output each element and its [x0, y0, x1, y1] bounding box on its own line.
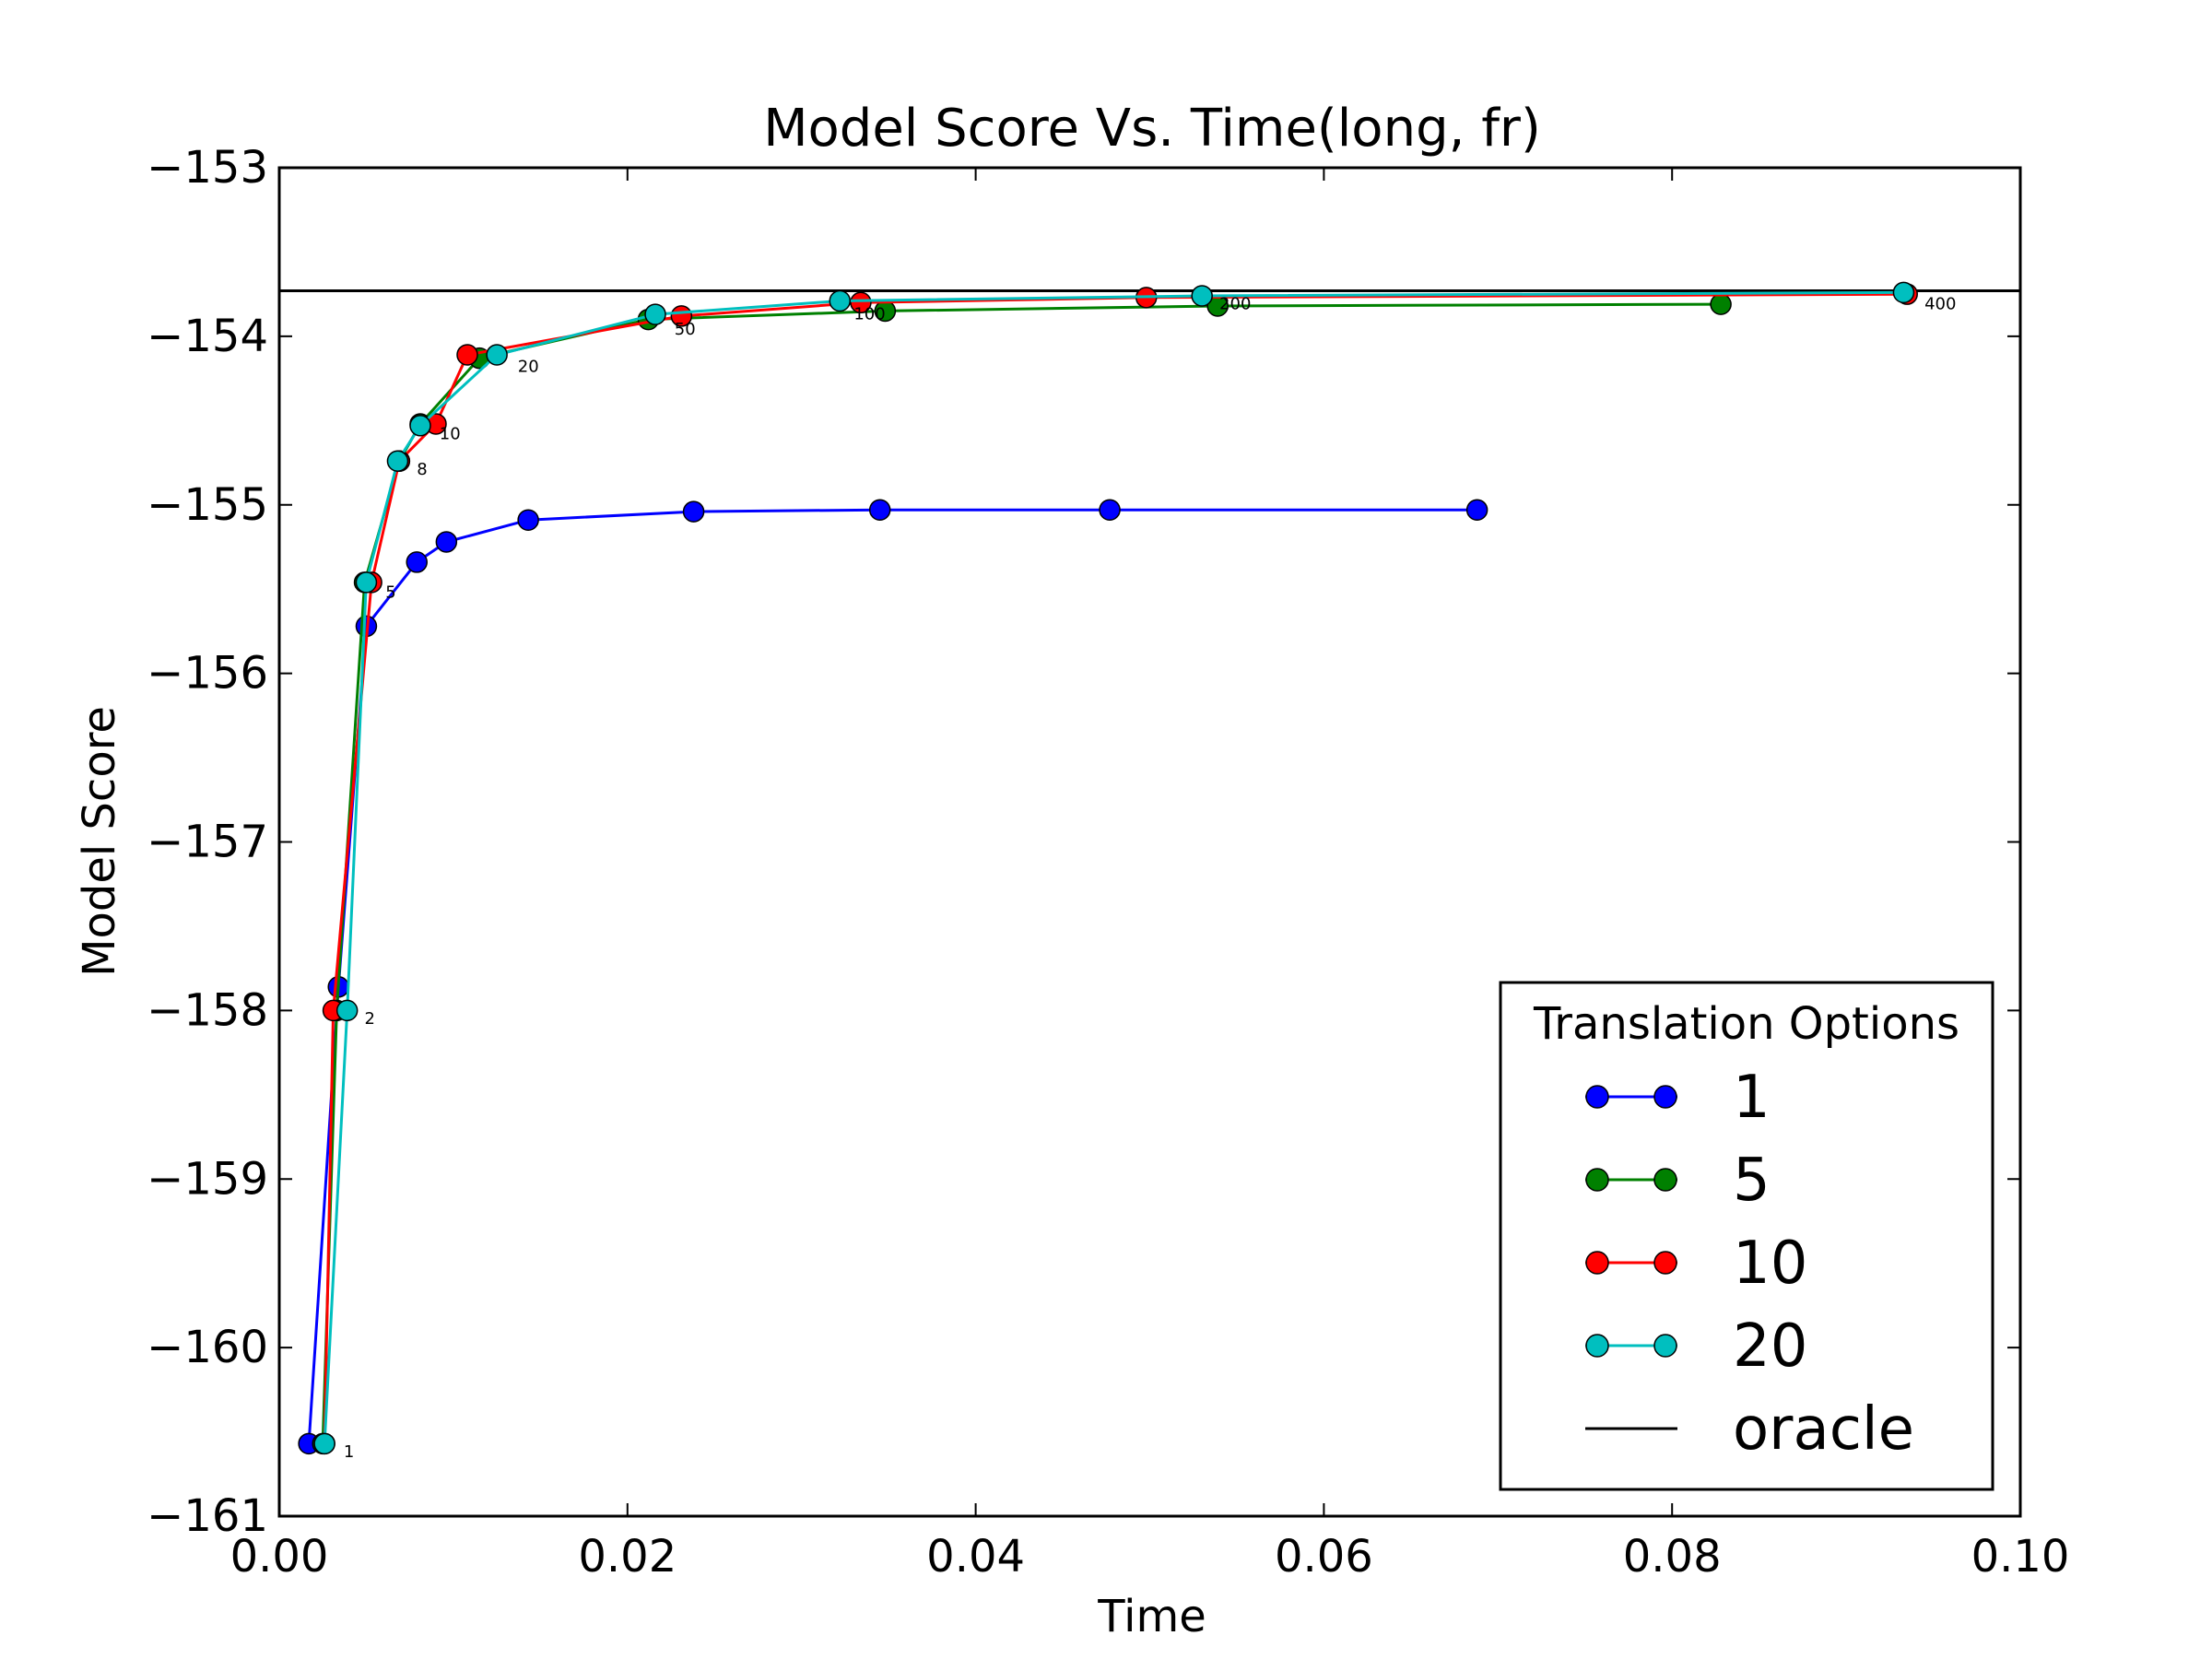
point-label: 200 — [1219, 295, 1251, 314]
series-20-point — [409, 415, 431, 437]
series-20-point — [644, 303, 666, 325]
x-tick-label: 0.04 — [926, 1531, 1025, 1583]
legend-marker-20 — [1653, 1334, 1677, 1358]
y-tick-label: −160 — [147, 1322, 268, 1373]
legend-label: 5 — [1733, 1147, 1771, 1215]
series-1-point — [868, 499, 891, 521]
point-label: 10 — [440, 424, 461, 443]
y-tick-label: −155 — [147, 479, 268, 531]
legend-marker-10 — [1653, 1251, 1677, 1275]
point-label: 50 — [675, 320, 696, 339]
legend-label: 10 — [1733, 1230, 1807, 1298]
x-tick-label: 0.10 — [1971, 1531, 2070, 1583]
series-1-point — [682, 500, 705, 523]
series-line-20 — [323, 290, 1904, 1444]
x-axis-title: Time — [1097, 1591, 1206, 1642]
chart-title: Model Score Vs. Time(long, fr) — [763, 99, 1541, 159]
legend-marker-1 — [1653, 1085, 1677, 1109]
plot-area: 1 2 5 8 10 20 50 100 200 400 — [279, 281, 2020, 1462]
series-line-10 — [323, 292, 1908, 1444]
legend-label: oracle — [1733, 1395, 1914, 1464]
series-1-point — [517, 509, 539, 531]
y-tick-label: −156 — [147, 648, 268, 700]
point-label: 1 — [344, 1442, 354, 1462]
series-20-point — [1892, 281, 1915, 304]
legend-label: 20 — [1733, 1312, 1807, 1381]
legend-label: 1 — [1733, 1064, 1771, 1132]
x-tick-label: 0.06 — [1275, 1531, 1373, 1583]
legend: Translation Options 1 5 10 20 oracle — [1499, 981, 1994, 1491]
y-axis: −153 −154 −155 −156 −157 −158 −159 −160 −161 — [147, 142, 2020, 1542]
legend-box — [1499, 981, 1994, 1491]
legend-entries: 1 5 10 20 oracle — [1585, 1064, 1914, 1464]
legend-marker-1 — [1585, 1085, 1609, 1109]
x-tick-label: 0.00 — [230, 1531, 329, 1583]
series-20-point — [1191, 285, 1213, 307]
legend-title: Translation Options — [1533, 998, 1959, 1050]
point-label: 2 — [365, 1009, 375, 1029]
y-tick-label: −161 — [147, 1490, 268, 1542]
y-tick-label: −158 — [147, 984, 268, 1036]
series-10-point — [456, 344, 478, 366]
series-1-point — [406, 551, 428, 573]
series-1-point — [435, 531, 458, 553]
y-tick-label: −154 — [147, 311, 268, 362]
x-tick-label: 0.02 — [578, 1531, 677, 1583]
series-1-point — [1465, 499, 1488, 521]
point-label: 400 — [1924, 295, 1956, 314]
y-axis-title: Model Score — [74, 706, 125, 977]
x-tick-label: 0.08 — [1623, 1531, 1722, 1583]
y-tick-label: −157 — [147, 817, 268, 868]
point-label: 20 — [518, 357, 539, 376]
series-1-point — [1099, 499, 1121, 521]
point-label: 5 — [385, 582, 395, 602]
point-label: 100 — [853, 305, 885, 324]
y-tick-label: −159 — [147, 1153, 268, 1205]
series-20-point — [486, 344, 508, 366]
series-20-point — [829, 289, 852, 312]
series-20-point — [355, 571, 378, 594]
x-axis: 0.00 0.02 0.04 0.06 0.08 0.10 — [230, 168, 2070, 1583]
y-tick-label: −153 — [147, 142, 268, 194]
series-20-point — [313, 1432, 335, 1455]
legend-marker-5 — [1653, 1168, 1677, 1192]
series-10-point — [850, 291, 872, 314]
series-5-point — [1710, 293, 1732, 315]
series-20-point — [386, 450, 409, 472]
legend-marker-20 — [1585, 1334, 1609, 1358]
legend-marker-10 — [1585, 1251, 1609, 1275]
series-20-point — [335, 999, 359, 1022]
legend-marker-5 — [1585, 1168, 1609, 1192]
point-label: 8 — [417, 460, 427, 479]
